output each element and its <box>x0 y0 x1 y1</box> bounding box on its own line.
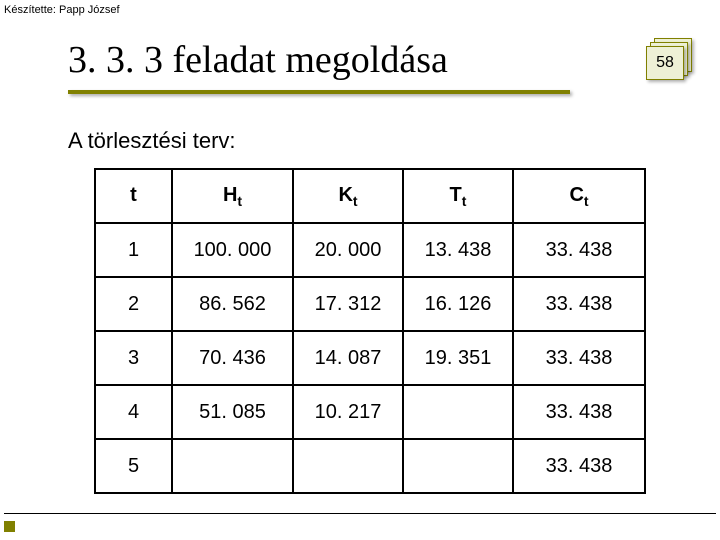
col-header-t: t <box>95 169 172 223</box>
table-cell: 86. 562 <box>172 277 293 331</box>
col-header-kt: Kt <box>293 169 403 223</box>
page-title: 3. 3. 3 feladat megoldása <box>68 38 570 90</box>
table-cell: 33. 438 <box>513 277 645 331</box>
col-header-ht: Ht <box>172 169 293 223</box>
table-row: 1100. 00020. 00013. 43833. 438 <box>95 223 645 277</box>
table-cell: 10. 217 <box>293 385 403 439</box>
table-cell: 33. 438 <box>513 223 645 277</box>
table-cell: 1 <box>95 223 172 277</box>
table-cell <box>172 439 293 493</box>
table-cell: 19. 351 <box>403 331 513 385</box>
page-number-badge: 58 <box>646 38 692 80</box>
badge-layer-front: 58 <box>646 46 684 80</box>
table-cell: 3 <box>95 331 172 385</box>
table-header-row: t Ht Kt Tt Ct <box>95 169 645 223</box>
footer-divider <box>4 513 716 514</box>
table-cell: 17. 312 <box>293 277 403 331</box>
table-cell <box>293 439 403 493</box>
table-row: 286. 56217. 31216. 12633. 438 <box>95 277 645 331</box>
table-cell: 100. 000 <box>172 223 293 277</box>
amortization-table: t Ht Kt Tt Ct 1100. 00020. 00013. 43833.… <box>94 168 646 494</box>
table-cell <box>403 385 513 439</box>
table-cell: 16. 126 <box>403 277 513 331</box>
table-cell: 14. 087 <box>293 331 403 385</box>
table-cell: 33. 438 <box>513 439 645 493</box>
table-cell: 70. 436 <box>172 331 293 385</box>
title-block: 3. 3. 3 feladat megoldása <box>68 38 570 94</box>
title-underline <box>68 90 570 94</box>
table-cell: 5 <box>95 439 172 493</box>
col-header-ct: Ct <box>513 169 645 223</box>
table-row: 451. 08510. 217 33. 438 <box>95 385 645 439</box>
table-cell: 13. 438 <box>403 223 513 277</box>
table-cell: 2 <box>95 277 172 331</box>
subheading: A törlesztési terv: <box>68 128 236 154</box>
table-cell: 33. 438 <box>513 331 645 385</box>
table-row: 370. 43614. 08719. 35133. 438 <box>95 331 645 385</box>
table-cell: 20. 000 <box>293 223 403 277</box>
table-cell: 51. 085 <box>172 385 293 439</box>
table-row: 5 33. 438 <box>95 439 645 493</box>
table-cell <box>403 439 513 493</box>
footer-bullet-icon <box>4 521 15 532</box>
table-cell: 33. 438 <box>513 385 645 439</box>
table-cell: 4 <box>95 385 172 439</box>
author-credit: Készítette: Papp József <box>4 4 120 16</box>
col-header-tt: Tt <box>403 169 513 223</box>
